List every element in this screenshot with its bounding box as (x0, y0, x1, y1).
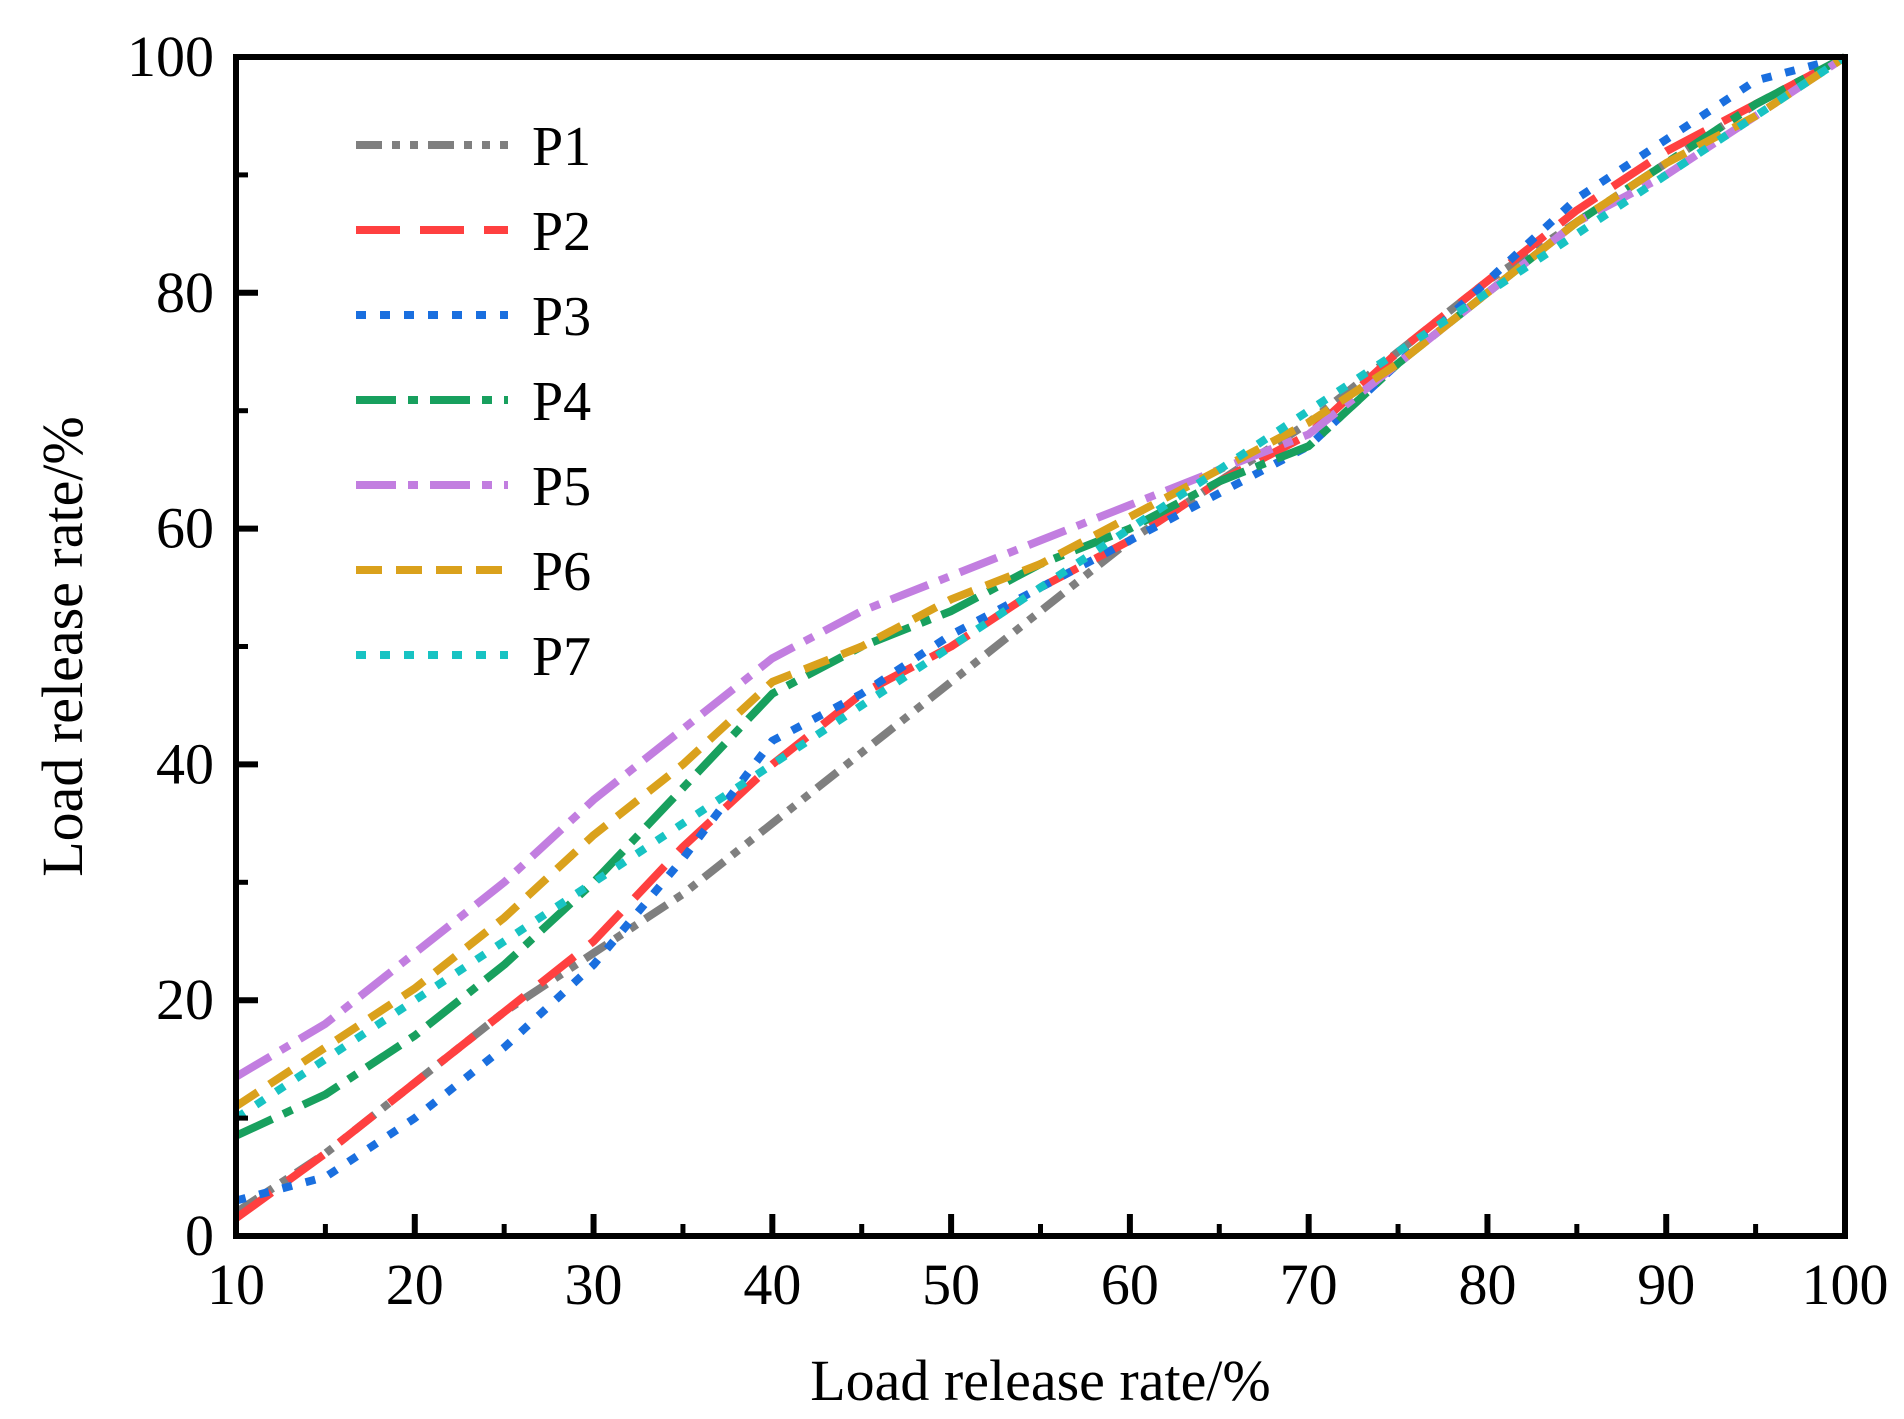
x-tick-label: 80 (1458, 1252, 1516, 1317)
legend-label-p3: P3 (532, 286, 591, 348)
series-line-p5 (233, 53, 1848, 1081)
series-line-p2 (233, 53, 1847, 1222)
series-line-p1 (233, 53, 1847, 1216)
x-tick-label: 20 (386, 1252, 444, 1317)
series-line-p6 (233, 53, 1848, 1110)
x-axis-ticks: 10 20 30 40 50 60 70 80 90 100 (207, 1214, 1889, 1317)
legend-label-p5: P5 (532, 456, 591, 518)
y-tick-label: 40 (156, 731, 214, 796)
x-tick-label: 60 (1101, 1252, 1159, 1317)
x-tick-label: 100 (1802, 1252, 1889, 1317)
y-axis-ticks: 0 20 40 60 80 100 (127, 24, 258, 1268)
series-line-p7 (233, 53, 1848, 1122)
x-tick-label: 50 (922, 1252, 980, 1317)
y-tick-label: 80 (156, 260, 214, 325)
y-tick-label: 0 (185, 1203, 214, 1268)
x-tick-label: 10 (207, 1252, 265, 1317)
x-tick-label: 90 (1637, 1252, 1695, 1317)
plot-area-frame (233, 54, 1848, 1239)
legend-label-p7: P7 (532, 626, 591, 688)
y-tick-label: 100 (127, 24, 214, 89)
legend: P1 P2 P3 P4 P5 P6 P7 (356, 116, 591, 688)
legend-label-p1: P1 (532, 116, 591, 178)
legend-label-p4: P4 (532, 371, 591, 433)
series-layer (233, 53, 1848, 1222)
y-axis-title: Load release rate/% (30, 416, 95, 877)
y-tick-label: 60 (156, 496, 214, 561)
y-tick-label: 20 (156, 967, 214, 1032)
x-tick-label: 30 (565, 1252, 623, 1317)
legend-label-p6: P6 (532, 541, 591, 603)
series-line-p3 (234, 53, 1847, 1205)
x-axis-title: Load release rate/% (810, 1348, 1271, 1413)
x-tick-label: 40 (743, 1252, 801, 1317)
x-tick-label: 70 (1280, 1252, 1338, 1317)
legend-label-p2: P2 (532, 201, 591, 263)
